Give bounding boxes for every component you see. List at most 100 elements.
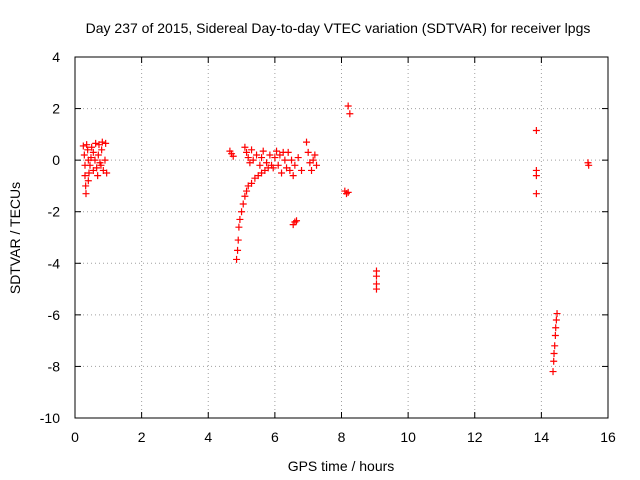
x-tick-label: 14 (534, 429, 550, 445)
data-point (303, 138, 311, 146)
data-point (278, 169, 286, 177)
data-point (241, 143, 249, 151)
data-point (238, 208, 246, 216)
axis-ticks: 0 2 4 6 8 10 12 14 16 4 2 0 -2 -4 -6 -8 -10 (40, 49, 616, 445)
y-tick-label: -2 (48, 204, 61, 220)
data-point (298, 166, 306, 174)
data-point (309, 156, 317, 164)
data-point (91, 156, 99, 164)
y-tick-label: -10 (40, 410, 60, 426)
data-point (271, 154, 279, 162)
data-point (98, 146, 106, 154)
x-axis-label: GPS time / hours (288, 458, 395, 474)
grid-lines (75, 57, 608, 418)
data-point (83, 141, 91, 149)
data-point (552, 324, 560, 332)
data-point (239, 200, 247, 208)
data-point (288, 156, 296, 164)
data-point (266, 151, 274, 159)
x-tick-label: 10 (400, 429, 416, 445)
data-point (88, 143, 96, 151)
data-point (291, 218, 299, 226)
data-point (235, 223, 243, 231)
chart-title: Day 237 of 2015, Sidereal Day-to-day VTE… (86, 20, 591, 36)
data-point (551, 331, 559, 339)
data-point (89, 166, 97, 174)
data-point (244, 154, 252, 162)
data-point (551, 342, 559, 350)
data-point (80, 151, 88, 159)
data-points (79, 102, 593, 376)
data-point (236, 215, 244, 223)
data-point (229, 152, 237, 160)
y-tick-label: -8 (48, 358, 61, 374)
data-point (79, 142, 87, 150)
data-point (253, 151, 261, 159)
data-point (249, 156, 257, 164)
data-point (532, 190, 540, 198)
data-point (344, 102, 352, 110)
data-point (89, 148, 97, 156)
data-point (342, 190, 350, 198)
data-point (85, 169, 93, 177)
data-point (102, 139, 110, 147)
data-point (92, 139, 100, 147)
data-point (313, 161, 321, 169)
data-point (81, 172, 89, 180)
data-point (344, 188, 352, 196)
data-point (241, 192, 249, 200)
data-point (82, 182, 90, 190)
data-point (284, 148, 292, 156)
y-tick-label: -6 (48, 307, 61, 323)
data-point (372, 272, 380, 280)
data-point (286, 166, 294, 174)
data-point (258, 154, 266, 162)
data-point (263, 159, 271, 167)
data-point (550, 350, 558, 358)
data-point (86, 161, 94, 169)
data-point (269, 164, 277, 172)
data-point (294, 154, 302, 162)
x-tick-label: 2 (138, 429, 146, 445)
data-point (84, 177, 92, 185)
x-tick-label: 4 (204, 429, 212, 445)
data-point (308, 166, 316, 174)
y-tick-label: 0 (52, 152, 60, 168)
data-point (101, 156, 109, 164)
data-point (243, 187, 251, 195)
data-point (259, 147, 267, 155)
y-tick-label: 4 (52, 49, 60, 65)
x-tick-label: 16 (600, 429, 616, 445)
data-point (233, 255, 241, 263)
data-point (248, 179, 256, 187)
data-point (311, 151, 319, 159)
data-point (234, 246, 242, 254)
data-point (84, 156, 92, 164)
data-point (293, 217, 301, 225)
x-tick-label: 6 (271, 429, 279, 445)
data-point (552, 316, 560, 324)
data-point (234, 236, 242, 244)
x-tick-label: 8 (338, 429, 346, 445)
data-point (532, 172, 540, 180)
data-point (291, 161, 299, 169)
data-point (346, 110, 354, 118)
data-point (549, 368, 557, 376)
y-axis-label: SDTVAR / TECUs (7, 182, 23, 294)
data-point (372, 285, 380, 293)
data-point (585, 161, 593, 169)
x-tick-label: 12 (467, 429, 483, 445)
y-tick-label: 2 (52, 101, 60, 117)
data-point (274, 161, 282, 169)
data-point (82, 190, 90, 198)
data-point (94, 172, 102, 180)
data-point (273, 147, 281, 155)
data-point (243, 148, 251, 156)
data-point (97, 161, 105, 169)
data-point (248, 146, 256, 154)
data-point (532, 126, 540, 134)
data-point (553, 310, 561, 318)
x-tick-label: 0 (71, 429, 79, 445)
data-point (289, 172, 297, 180)
